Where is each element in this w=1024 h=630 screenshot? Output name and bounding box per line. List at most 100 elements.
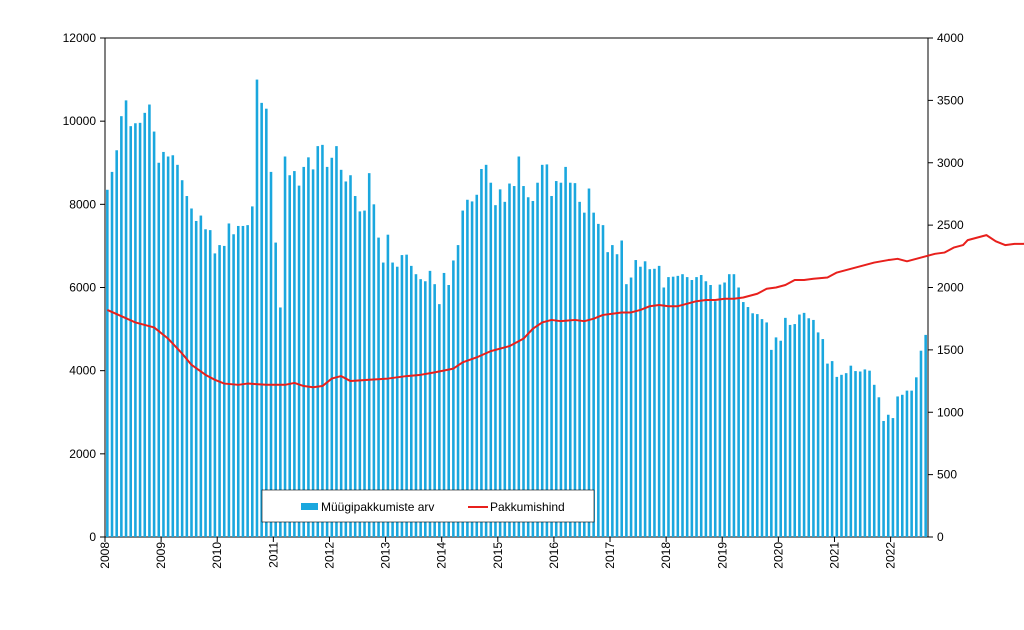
bar	[484, 164, 488, 537]
left-tick-label: 2000	[69, 447, 96, 461]
bar	[886, 414, 890, 537]
bar	[241, 225, 245, 537]
bar	[480, 168, 483, 538]
bar	[760, 319, 764, 537]
bar	[494, 205, 497, 537]
bar	[283, 156, 287, 537]
bar	[830, 361, 834, 537]
bar	[138, 122, 142, 537]
bar	[718, 284, 722, 537]
x-tick-label: 2020	[771, 542, 785, 569]
bar	[353, 196, 357, 537]
bar	[120, 116, 123, 538]
bar	[180, 180, 184, 537]
x-tick-label: 2019	[715, 542, 729, 569]
bar	[798, 314, 801, 537]
bar	[498, 189, 502, 538]
price-line	[106, 234, 1024, 389]
x-tick-label: 2016	[547, 542, 561, 569]
bar	[194, 220, 198, 537]
x-tick-label: 2022	[884, 542, 898, 569]
bar	[288, 175, 291, 538]
right-tick-label: 3000	[937, 156, 964, 170]
bar	[456, 245, 460, 537]
bar	[578, 201, 581, 537]
bar	[466, 199, 469, 537]
bar	[625, 284, 628, 537]
bar	[671, 276, 675, 537]
left-y-axis: 0 2000 4000 6000 8000 10000 12000	[63, 31, 105, 544]
bar	[863, 369, 867, 537]
bar	[643, 261, 647, 537]
bar	[648, 269, 652, 537]
bar	[877, 397, 881, 537]
bar	[550, 196, 553, 537]
x-tick-label: 2012	[322, 542, 336, 569]
bar	[835, 376, 839, 537]
bar	[377, 237, 380, 537]
bar	[204, 229, 207, 537]
bar	[559, 182, 563, 537]
bar	[213, 253, 217, 537]
bar	[793, 324, 797, 537]
legend: Müügipakkumiste arv Pakkumishind	[261, 489, 595, 523]
bar	[685, 277, 689, 537]
bar	[227, 223, 231, 537]
bar	[774, 337, 778, 537]
left-tick-label: 4000	[69, 364, 96, 378]
bar	[854, 371, 857, 537]
bar	[157, 162, 161, 537]
bar	[844, 373, 848, 537]
bar	[232, 234, 235, 537]
bar	[433, 284, 436, 537]
bar	[321, 144, 324, 537]
bar	[756, 314, 759, 537]
bar-series-group	[106, 79, 927, 538]
bar	[438, 304, 441, 537]
bar	[919, 350, 923, 537]
legend-bar-label: Müügipakkumiste arv	[321, 500, 434, 514]
right-tick-label: 2000	[937, 281, 964, 295]
bar	[470, 201, 474, 538]
x-tick-label: 2010	[210, 542, 224, 569]
bar	[536, 182, 539, 537]
bar	[503, 201, 507, 537]
bar	[475, 194, 479, 537]
bar	[386, 234, 390, 537]
bar	[784, 317, 787, 537]
bar	[882, 420, 885, 537]
bar	[265, 108, 268, 537]
right-tick-label: 1000	[937, 405, 964, 419]
bar	[307, 157, 310, 537]
bar	[629, 277, 633, 537]
bar	[134, 123, 137, 537]
bar	[152, 131, 156, 537]
x-tick-label: 2015	[491, 542, 505, 569]
bar	[148, 104, 151, 537]
bar	[349, 175, 352, 538]
bar	[190, 208, 193, 538]
bar	[363, 210, 366, 537]
bar	[896, 396, 899, 537]
bar	[872, 384, 876, 537]
bar	[414, 274, 418, 537]
left-tick-label: 10000	[63, 114, 97, 128]
bar	[447, 285, 450, 537]
bar	[358, 211, 362, 537]
x-tick-label: 2014	[435, 542, 449, 569]
bar	[508, 183, 511, 538]
bar	[554, 181, 558, 538]
bar	[246, 225, 249, 538]
bar	[339, 169, 343, 537]
bar	[601, 225, 605, 538]
bar	[489, 182, 493, 537]
left-tick-label: 8000	[69, 197, 96, 211]
bar	[255, 79, 259, 537]
bar	[236, 225, 240, 537]
bar	[452, 260, 455, 537]
bar	[812, 319, 815, 537]
bar	[293, 171, 296, 537]
bar	[522, 186, 525, 538]
